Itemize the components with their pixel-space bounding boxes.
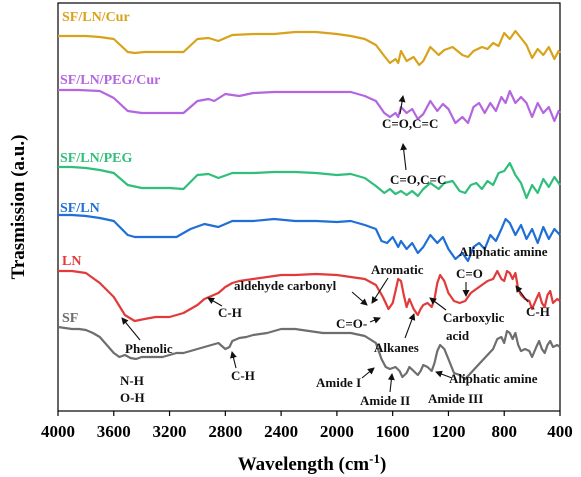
x-tick-label: 2000 [320,422,354,441]
series-line-sf-ln-peg [58,161,561,200]
x-axis-title-sup: -1 [369,451,380,466]
x-tick-label: 3200 [153,422,187,441]
annotation-arrow [207,297,223,307]
series-label-ln: LN [62,254,81,269]
annotation-c-h-sf: C-H [231,368,255,383]
annotation-aldehyde-carbonyl: aldehyde carbonyl [234,278,337,293]
y-axis-title: Trasmission (a.u.) [8,135,29,280]
annotation-arrow [361,367,375,379]
annotation-arrow [404,313,416,339]
x-tick-label: 800 [491,422,517,441]
x-tick-label: 400 [547,422,573,441]
annotation-arrow [121,317,141,341]
x-tick-label: 3600 [97,422,131,441]
annotations: C=O,C=C C=O,C=C Aliphatic amine Aromatic… [120,95,550,408]
annotation-c-o-c-c-1: C=O,C=C [382,116,438,131]
series-line-sf-ln-peg-cur [58,88,561,125]
annotation-arrow [398,95,406,115]
annotation-arrow [230,351,237,369]
annotation-aromatic: Aromatic [371,262,424,277]
x-tick-label: 2800 [208,422,242,441]
series-line-sf [57,325,561,381]
annotation-alkanes: Alkanes [374,340,419,355]
annotation-n-h: N-H [120,373,144,388]
annotation-c-o-minus: C=O- [336,316,367,331]
series-line-sf-ln-cur [58,29,561,67]
series-label-sf: SF [62,311,78,326]
x-tick-label: 1200 [431,422,465,441]
annotation-amide-i: Amide I [316,375,361,390]
x-axis-title: Wavelength (cm-1) [238,451,387,475]
series-label-sf-ln-peg-cur: SF/LN/PEG/Cur [60,73,160,88]
annotation-amide-iii: Amide III [428,391,483,406]
series-label-sf-ln: SF/LN [60,201,100,216]
annotation-arrow [371,277,389,304]
annotation-phenolic: Phenolic [125,341,173,356]
annotation-amide-ii: Amide II [360,393,410,408]
x-axis: 4000 3600 3200 2800 2400 2000 1600 1200 800 400 [41,411,573,441]
annotation-c-o: C=O [456,266,483,281]
annotation-arrow [369,316,381,324]
annotation-c-o-c-c-2: C=O,C=C [390,172,446,187]
annotation-arrow [435,370,453,379]
annotation-aliphatic-amine-top: Aliphatic amine [459,244,548,259]
plot-frame [57,2,561,412]
annotation-acid: acid [446,328,470,343]
annotation-c-h-right: C-H [526,304,550,319]
x-tick-label: 4000 [41,422,75,441]
annotation-arrow [387,373,395,393]
annotation-arrow [429,297,447,311]
annotation-carboxylic: Carboxylic [443,310,505,325]
annotation-arrow [515,285,529,303]
x-tick-label: 2400 [264,422,298,441]
annotation-c-h-ln: C-H [218,305,242,320]
x-axis-title-text: Wavelength (cm [238,454,370,475]
annotation-arrow [351,291,368,306]
x-tick-label: 1600 [376,422,410,441]
series-line-sf-ln [58,213,561,263]
annotation-arrow [400,143,408,171]
series-labels: SF/LN/Cur SF/LN/PEG/Cur SF/LN/PEG SF/LN … [60,10,160,326]
annotation-o-h: O-H [120,390,145,405]
annotation-aliphatic-amine-bottom: Aliphatic amine [449,371,538,386]
x-axis-title-close: ) [380,454,386,475]
series-label-sf-ln-peg: SF/LN/PEG [60,151,132,166]
series-label-sf-ln-cur: SF/LN/Cur [62,10,130,25]
